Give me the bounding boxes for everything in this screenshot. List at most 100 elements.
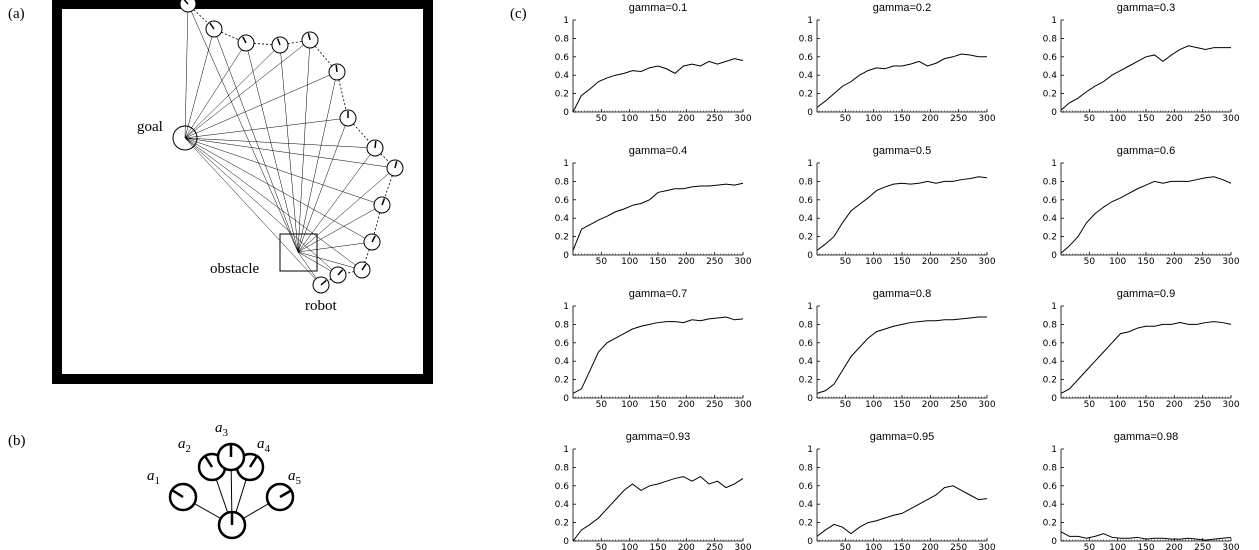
arena-wall <box>52 0 433 384</box>
data-line <box>1060 321 1232 394</box>
y-tick-label: 0 <box>1051 251 1057 261</box>
robot-label: robot <box>305 298 337 314</box>
y-tick-label: 0.8 <box>1043 34 1058 44</box>
y-tick-label: 0.2 <box>799 233 813 243</box>
heading <box>361 263 367 271</box>
y-tick-label: 0.8 <box>799 320 814 330</box>
heading <box>320 279 327 286</box>
heading <box>337 269 344 276</box>
data-line <box>816 316 987 394</box>
x-tick-label: 200 <box>678 257 695 267</box>
y-tick-label: 0 <box>563 394 569 404</box>
y-tick-label: 0.4 <box>1043 357 1058 367</box>
y-tick-label: 0.2 <box>799 519 813 529</box>
x-tick-label: 150 <box>1137 400 1154 410</box>
trace-line <box>297 251 363 271</box>
x-tick-label: 200 <box>922 400 939 410</box>
action-label: a4 <box>257 436 271 455</box>
chart-title: gamma=0.3 <box>1117 2 1175 14</box>
x-tick-label: 100 <box>621 400 638 410</box>
panel-label: (a) <box>8 6 25 22</box>
data-line <box>1060 45 1231 111</box>
x-tick-label: 200 <box>1166 543 1183 550</box>
chart-title: gamma=0.93 <box>626 431 691 443</box>
x-tick-label: 150 <box>893 543 910 550</box>
y-tick-label: 0.8 <box>555 177 570 187</box>
y-tick-label: 0.6 <box>1043 53 1058 63</box>
x-tick-label: 150 <box>649 543 666 550</box>
y-tick-label: 0.8 <box>555 320 570 330</box>
trace-line <box>184 137 322 286</box>
x-tick-label: 300 <box>734 257 751 267</box>
x-tick-label: 100 <box>621 257 638 267</box>
action-index: 1 <box>155 475 161 487</box>
y-tick-label: 0.8 <box>799 177 814 187</box>
y-tick-label: 0.2 <box>799 90 813 100</box>
x-tick-label: 250 <box>950 257 967 267</box>
x-tick-label: 250 <box>1194 257 1211 267</box>
x-tick-label: 300 <box>978 400 995 410</box>
y-tick-label: 0.4 <box>1043 214 1058 224</box>
x-tick-label: 300 <box>734 543 751 550</box>
trace-line <box>184 28 215 139</box>
x-tick-label: 200 <box>922 543 939 550</box>
data-line <box>572 182 744 251</box>
x-tick-label: 200 <box>678 114 695 124</box>
trace-line <box>184 44 281 139</box>
x-tick-label: 50 <box>596 543 608 550</box>
panel-label: (b) <box>8 433 26 449</box>
goal-label: goal <box>137 119 163 135</box>
x-tick-label: 50 <box>840 114 852 124</box>
heading <box>394 161 398 169</box>
trace-line <box>297 39 311 253</box>
heading <box>276 38 281 46</box>
x-tick-label: 50 <box>596 257 608 267</box>
y-tick-label: 0.4 <box>799 500 814 510</box>
y-tick-label: 0.8 <box>1043 463 1058 473</box>
y-tick-label: 0.2 <box>555 90 569 100</box>
heading <box>374 140 377 149</box>
x-tick-label: 150 <box>1137 543 1154 550</box>
x-tick-label: 300 <box>1222 543 1239 550</box>
y-tick-label: 0 <box>807 251 813 261</box>
x-tick-label: 150 <box>649 400 666 410</box>
y-tick-label: 0.4 <box>555 500 570 510</box>
heading <box>242 36 247 44</box>
x-tick-label: 150 <box>649 257 666 267</box>
action-index: 3 <box>223 427 229 439</box>
x-tick-label: 150 <box>893 257 910 267</box>
y-tick-label: 0.4 <box>555 214 570 224</box>
y-tick-label: 1 <box>807 16 813 26</box>
x-tick-label: 250 <box>706 114 723 124</box>
chart-title: gamma=0.5 <box>873 145 931 157</box>
y-tick-label: 0.2 <box>1043 233 1057 243</box>
x-tick-label: 50 <box>596 400 608 410</box>
path-segment <box>309 39 338 73</box>
trace-line <box>297 241 373 253</box>
y-tick-label: 1 <box>1051 302 1057 312</box>
trace-line <box>213 28 299 253</box>
trace-line <box>184 71 338 139</box>
trace-line <box>184 137 376 149</box>
trace-line <box>184 137 373 243</box>
x-tick-label: 300 <box>734 400 751 410</box>
heading <box>307 33 311 41</box>
trace-line <box>245 42 299 253</box>
x-tick-label: 250 <box>706 257 723 267</box>
y-tick-label: 0.8 <box>1043 320 1058 330</box>
chart-title: gamma=0.4 <box>629 145 687 157</box>
x-tick-label: 50 <box>1084 543 1096 550</box>
data-line <box>1060 176 1232 254</box>
data-line <box>572 316 744 394</box>
y-tick-label: 0.8 <box>1043 177 1058 187</box>
y-tick-label: 0.8 <box>555 34 570 44</box>
trace-line <box>184 42 247 139</box>
y-tick-label: 0.2 <box>1043 519 1057 529</box>
robot-pose <box>179 0 197 13</box>
x-tick-label: 250 <box>1194 543 1211 550</box>
